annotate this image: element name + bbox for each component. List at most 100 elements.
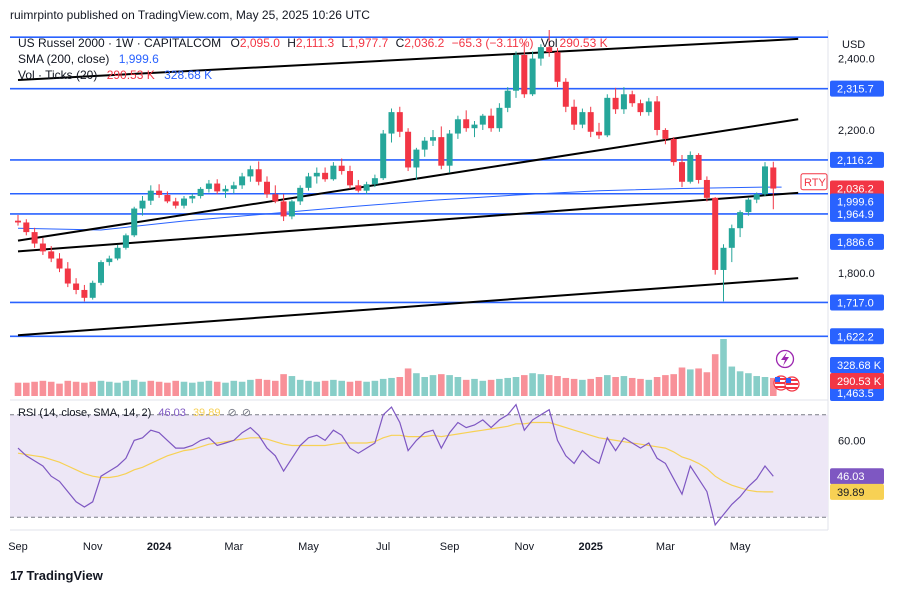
candle-body bbox=[728, 228, 735, 248]
candle-body bbox=[147, 190, 154, 201]
volume-bar bbox=[205, 380, 213, 396]
volume-tag-ticks-bg bbox=[830, 357, 884, 373]
volume-bar bbox=[338, 380, 345, 396]
volume-bar bbox=[330, 379, 337, 396]
candle-body bbox=[662, 129, 669, 139]
candle-body bbox=[181, 198, 187, 206]
volume-bar bbox=[39, 380, 47, 396]
candle-body bbox=[89, 282, 96, 298]
level-tag-bg bbox=[830, 205, 884, 222]
candle-body bbox=[114, 247, 121, 259]
candle-body bbox=[214, 183, 221, 192]
candle-body bbox=[405, 131, 412, 168]
candle-body bbox=[720, 247, 727, 270]
time-axis-tick: Mar bbox=[224, 541, 243, 553]
candle-body bbox=[39, 243, 46, 252]
volume-bar bbox=[180, 381, 188, 396]
eye-off-icon[interactable]: ⊘ bbox=[227, 407, 237, 419]
candle-body bbox=[205, 183, 212, 189]
rsi-axis-tick: 60.00 bbox=[838, 435, 866, 447]
lightning-icon[interactable] bbox=[775, 349, 795, 369]
legend-volticks-row[interactable]: Vol · Ticks (20) 290.53 K 328.68 K bbox=[18, 67, 608, 83]
currency-label[interactable]: USD bbox=[842, 39, 865, 51]
eye-off-icon-2[interactable]: ⊘ bbox=[241, 407, 252, 419]
candle-body bbox=[629, 94, 636, 104]
candle-body bbox=[106, 258, 113, 263]
candle-body bbox=[297, 187, 304, 202]
legend-open: 2,095.0 bbox=[239, 36, 280, 50]
volume-bar bbox=[172, 380, 179, 396]
candle-body bbox=[156, 190, 163, 195]
candle-body bbox=[347, 171, 353, 186]
price-tag: 1,886.6 bbox=[837, 237, 874, 249]
candle-body bbox=[513, 54, 519, 91]
rsi-value-tag-bg bbox=[830, 468, 884, 485]
rsi-legend-value: 46.03 bbox=[158, 407, 186, 419]
legend-sma-row[interactable]: SMA (200, close) 1,999.6 bbox=[18, 51, 608, 67]
candle-body bbox=[380, 133, 387, 179]
volume-bar bbox=[213, 381, 221, 396]
level-tag-bg bbox=[830, 294, 884, 311]
volume-bar bbox=[604, 375, 611, 396]
candle-body bbox=[396, 112, 403, 132]
rsi-band bbox=[10, 414, 828, 518]
footer-brand[interactable]: 17 TradingView bbox=[10, 568, 103, 583]
time-axis-tick: May bbox=[730, 541, 751, 553]
volume-bar bbox=[446, 375, 453, 396]
sma-tag: 1,999.6 bbox=[837, 197, 874, 209]
chart-legend: US Russel 2000 · 1W · CAPITALCOM O2,095.… bbox=[18, 35, 608, 83]
price-pane[interactable] bbox=[10, 30, 828, 396]
volume-bar bbox=[537, 374, 545, 396]
rsi-legend-label: RSI (14, close, SMA, 14, 2) bbox=[18, 407, 152, 419]
volume-bar bbox=[89, 381, 96, 396]
level-tag: 1,964.9 bbox=[837, 209, 874, 221]
volume-bar bbox=[438, 374, 445, 396]
publisher-line: ruimrpinto published on TradingView.com,… bbox=[10, 8, 370, 22]
candle-body bbox=[222, 188, 229, 192]
volume-bar bbox=[230, 380, 238, 396]
volume-bar bbox=[189, 382, 196, 396]
candle-body bbox=[604, 97, 611, 136]
candle-body bbox=[695, 154, 702, 180]
level-tag-bg bbox=[830, 328, 884, 345]
rsi-ma-value-tag-bg bbox=[830, 483, 884, 500]
candlesticks bbox=[15, 30, 777, 302]
volume-bar bbox=[222, 382, 229, 396]
candle-body bbox=[504, 90, 511, 108]
volume-bar bbox=[346, 381, 354, 396]
trendline-2 bbox=[17, 191, 799, 253]
volume-bar bbox=[321, 380, 329, 396]
volume-bar bbox=[421, 377, 428, 396]
rsi-legend[interactable]: RSI (14, close, SMA, 14, 2) 46.03 39.89 … bbox=[18, 406, 251, 419]
candle-body bbox=[338, 165, 345, 172]
legend-ohlc-row[interactable]: US Russel 2000 · 1W · CAPITALCOM O2,095.… bbox=[18, 35, 608, 51]
level-tag-bg bbox=[830, 151, 884, 168]
candle-body bbox=[164, 194, 171, 202]
volume-bar bbox=[562, 377, 570, 396]
candle-body bbox=[23, 222, 30, 233]
candle-body bbox=[247, 169, 254, 177]
candle-body bbox=[703, 179, 710, 198]
volume-bar bbox=[628, 377, 636, 396]
candle-body bbox=[189, 196, 196, 199]
candle-body bbox=[446, 133, 453, 166]
volume-bar bbox=[471, 378, 478, 396]
volume-bar bbox=[355, 380, 362, 396]
rsi-line bbox=[17, 403, 774, 527]
legend-volticks-b: 328.68 K bbox=[164, 68, 213, 82]
candle-body bbox=[753, 194, 760, 200]
candle-body bbox=[31, 232, 38, 244]
volume-bar bbox=[695, 368, 702, 396]
volume-bar bbox=[487, 379, 495, 396]
candle-body bbox=[197, 188, 204, 197]
volume-bar bbox=[429, 375, 437, 396]
volume-bar bbox=[164, 382, 171, 396]
volume-tag-current-bg bbox=[830, 373, 884, 389]
time-axis[interactable]: Sep Nov 2024 Mar May Jul Sep Nov 2025 Mar May bbox=[8, 541, 751, 553]
candle-body bbox=[15, 220, 21, 223]
legend-symbol: US Russel 2000 · 1W · CAPITALCOM bbox=[18, 36, 222, 50]
candle-body bbox=[122, 235, 129, 248]
us-flag-icon-secondary[interactable] bbox=[784, 376, 800, 392]
volume-bar bbox=[678, 367, 686, 396]
